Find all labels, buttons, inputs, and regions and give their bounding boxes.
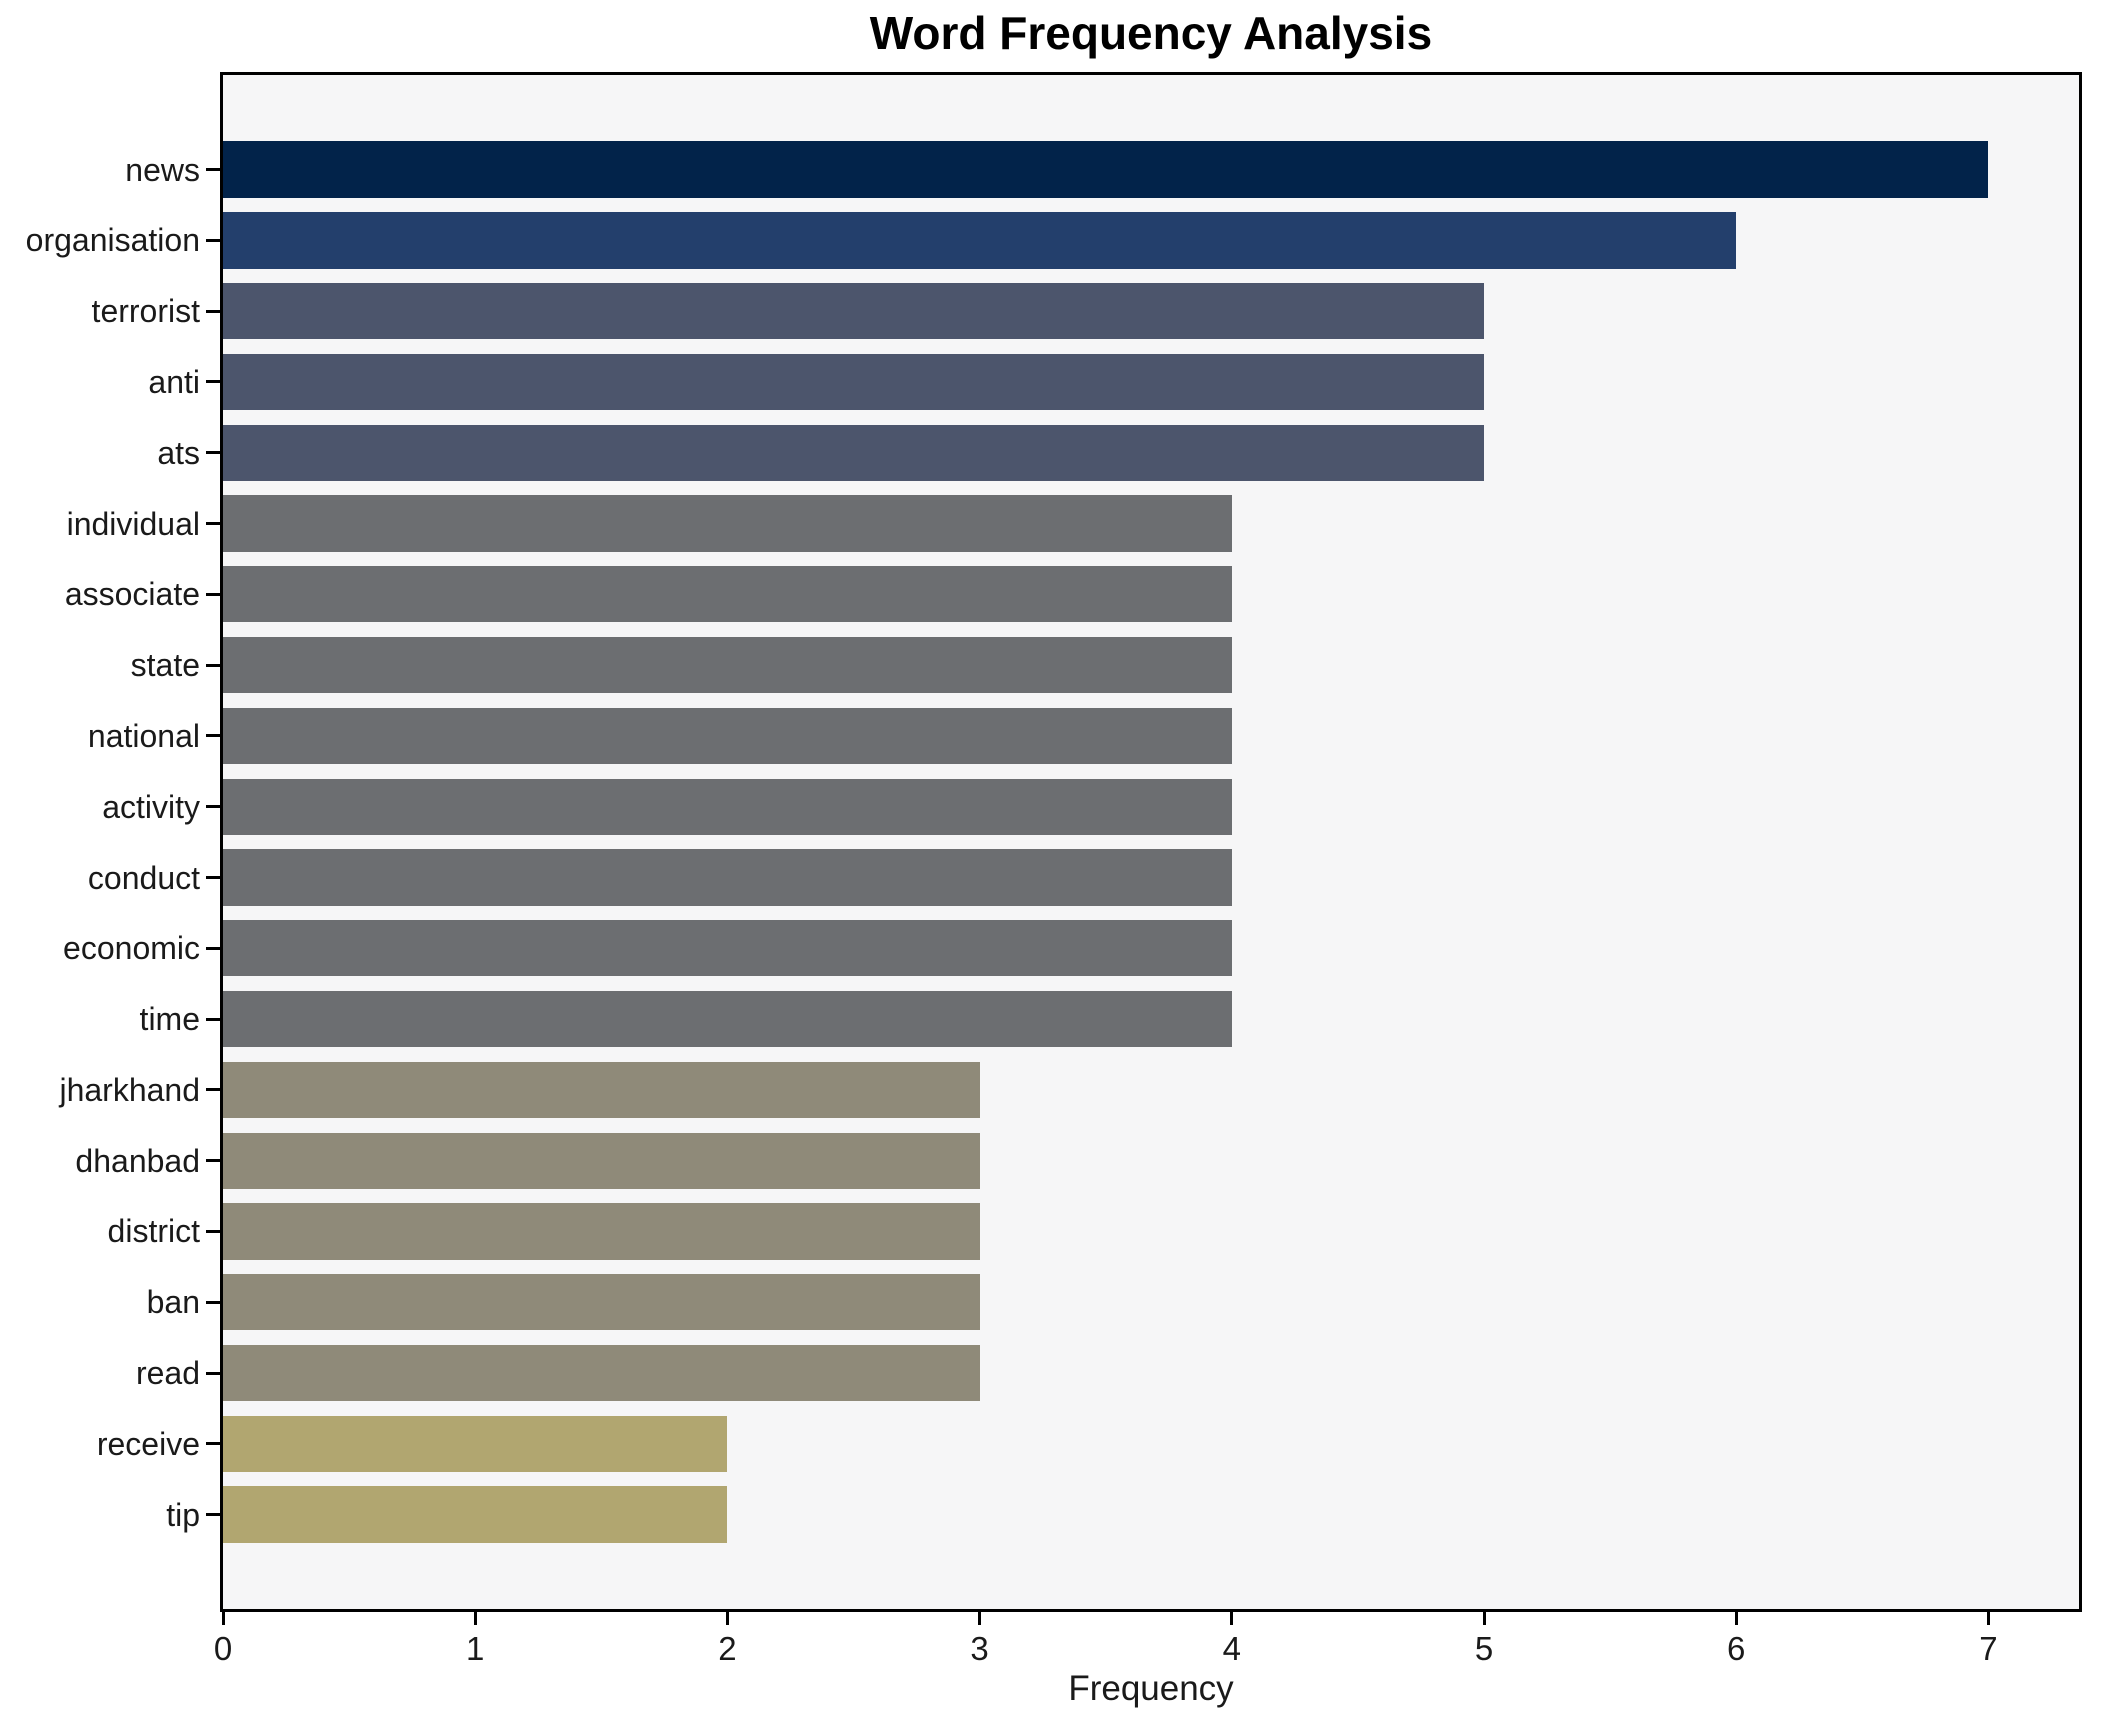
y-tick-mark (206, 451, 220, 455)
x-tick-label-4: 4 (1222, 1630, 1241, 1667)
y-tick-mark (206, 1371, 220, 1375)
y-tick-label-conduct: conduct (87, 859, 200, 896)
y-tick-mark (206, 946, 220, 950)
y-tick-label-organisation: organisation (25, 222, 200, 259)
y-tick-mark (206, 309, 220, 313)
x-tick-mark (1230, 1612, 1234, 1625)
bar-individual (223, 495, 1232, 552)
y-tick-label-district: district (107, 1213, 200, 1250)
y-tick-mark (206, 876, 220, 879)
bar-ats (223, 424, 1484, 481)
bar-news (223, 141, 1989, 198)
x-tick-label-7: 7 (1979, 1630, 1998, 1667)
y-tick-mark (206, 1513, 220, 1517)
y-tick-mark (206, 1442, 220, 1446)
y-tick-mark (206, 522, 220, 526)
bar-activity (223, 778, 1232, 835)
y-tick-label-state: state (130, 647, 200, 684)
y-tick-label-time: time (139, 1001, 200, 1038)
y-tick-label-read: read (135, 1355, 200, 1392)
x-tick-label-6: 6 (1727, 1630, 1746, 1667)
bar-state (223, 636, 1232, 694)
y-tick-label-ats: ats (157, 434, 200, 471)
y-tick-label-receive: receive (96, 1425, 200, 1462)
x-tick-label-3: 3 (970, 1630, 989, 1667)
x-tick-label-0: 0 (213, 1630, 233, 1667)
y-tick-label-activity: activity (102, 788, 200, 825)
bar-dhanbad (223, 1132, 980, 1189)
y-tick-label-jharkhand: jharkhand (59, 1071, 200, 1108)
y-tick-mark (206, 592, 220, 596)
y-tick-mark (206, 663, 220, 667)
y-tick-mark (206, 1088, 220, 1092)
chart-title: Word Frequency Analysis (869, 7, 1433, 59)
bar-read (223, 1344, 980, 1402)
bar-anti (223, 353, 1484, 411)
y-tick-label-terrorist: terrorist (91, 293, 200, 330)
x-axis-title: Frequency (1068, 1669, 1234, 1708)
y-tick-mark (206, 734, 220, 738)
x-tick-mark (221, 1612, 225, 1625)
bar-jharkhand (223, 1061, 980, 1119)
y-tick-label-dhanbad: dhanbad (75, 1142, 200, 1179)
x-tick-mark (1482, 1612, 1486, 1625)
y-tick-label-news: news (125, 151, 200, 188)
bar-conduct (223, 849, 1232, 906)
bar-time (223, 990, 1232, 1048)
x-tick-label-2: 2 (718, 1630, 737, 1667)
y-tick-label-individual: individual (66, 505, 200, 542)
y-tick-mark (206, 238, 220, 242)
y-tick-mark (206, 380, 220, 384)
plot-area (220, 72, 2082, 1612)
y-tick-label-economic: economic (63, 930, 200, 967)
y-tick-label-anti: anti (148, 363, 200, 400)
x-tick-mark (978, 1612, 982, 1625)
y-tick-mark (206, 1300, 220, 1304)
bar-receive (223, 1415, 728, 1472)
y-tick-mark (206, 168, 220, 172)
x-tick-label-1: 1 (466, 1630, 485, 1667)
bar-associate (223, 566, 1232, 623)
x-tick-mark (1734, 1612, 1738, 1625)
x-tick-label-5: 5 (1474, 1630, 1494, 1667)
y-tick-label-ban: ban (146, 1284, 200, 1321)
bar-national (223, 707, 1232, 765)
bar-district (223, 1203, 980, 1260)
y-tick-mark (206, 805, 220, 809)
x-tick-mark (473, 1612, 477, 1625)
y-tick-label-national: national (87, 717, 200, 754)
y-tick-label-associate: associate (64, 576, 200, 613)
y-tick-label-tip: tip (166, 1496, 200, 1533)
y-tick-mark (206, 1229, 220, 1233)
x-tick-mark (725, 1612, 729, 1625)
bar-ban (223, 1274, 980, 1331)
bar-tip (223, 1486, 728, 1543)
y-tick-mark (206, 1017, 220, 1021)
bar-terrorist (223, 283, 1484, 340)
bar-organisation (223, 212, 1737, 269)
y-tick-mark (206, 1159, 220, 1163)
x-tick-mark (1986, 1612, 1990, 1625)
bar-economic (223, 920, 1232, 977)
